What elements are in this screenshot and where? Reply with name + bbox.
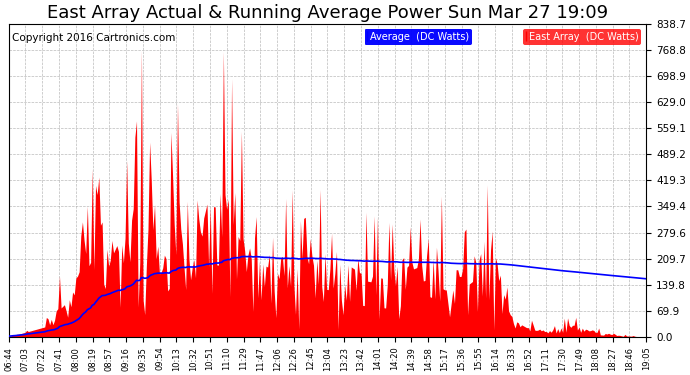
- Title: East Array Actual & Running Average Power Sun Mar 27 19:09: East Array Actual & Running Average Powe…: [47, 4, 608, 22]
- Legend: Average  (DC Watts): Average (DC Watts): [364, 28, 473, 45]
- Text: Copyright 2016 Cartronics.com: Copyright 2016 Cartronics.com: [12, 33, 175, 43]
